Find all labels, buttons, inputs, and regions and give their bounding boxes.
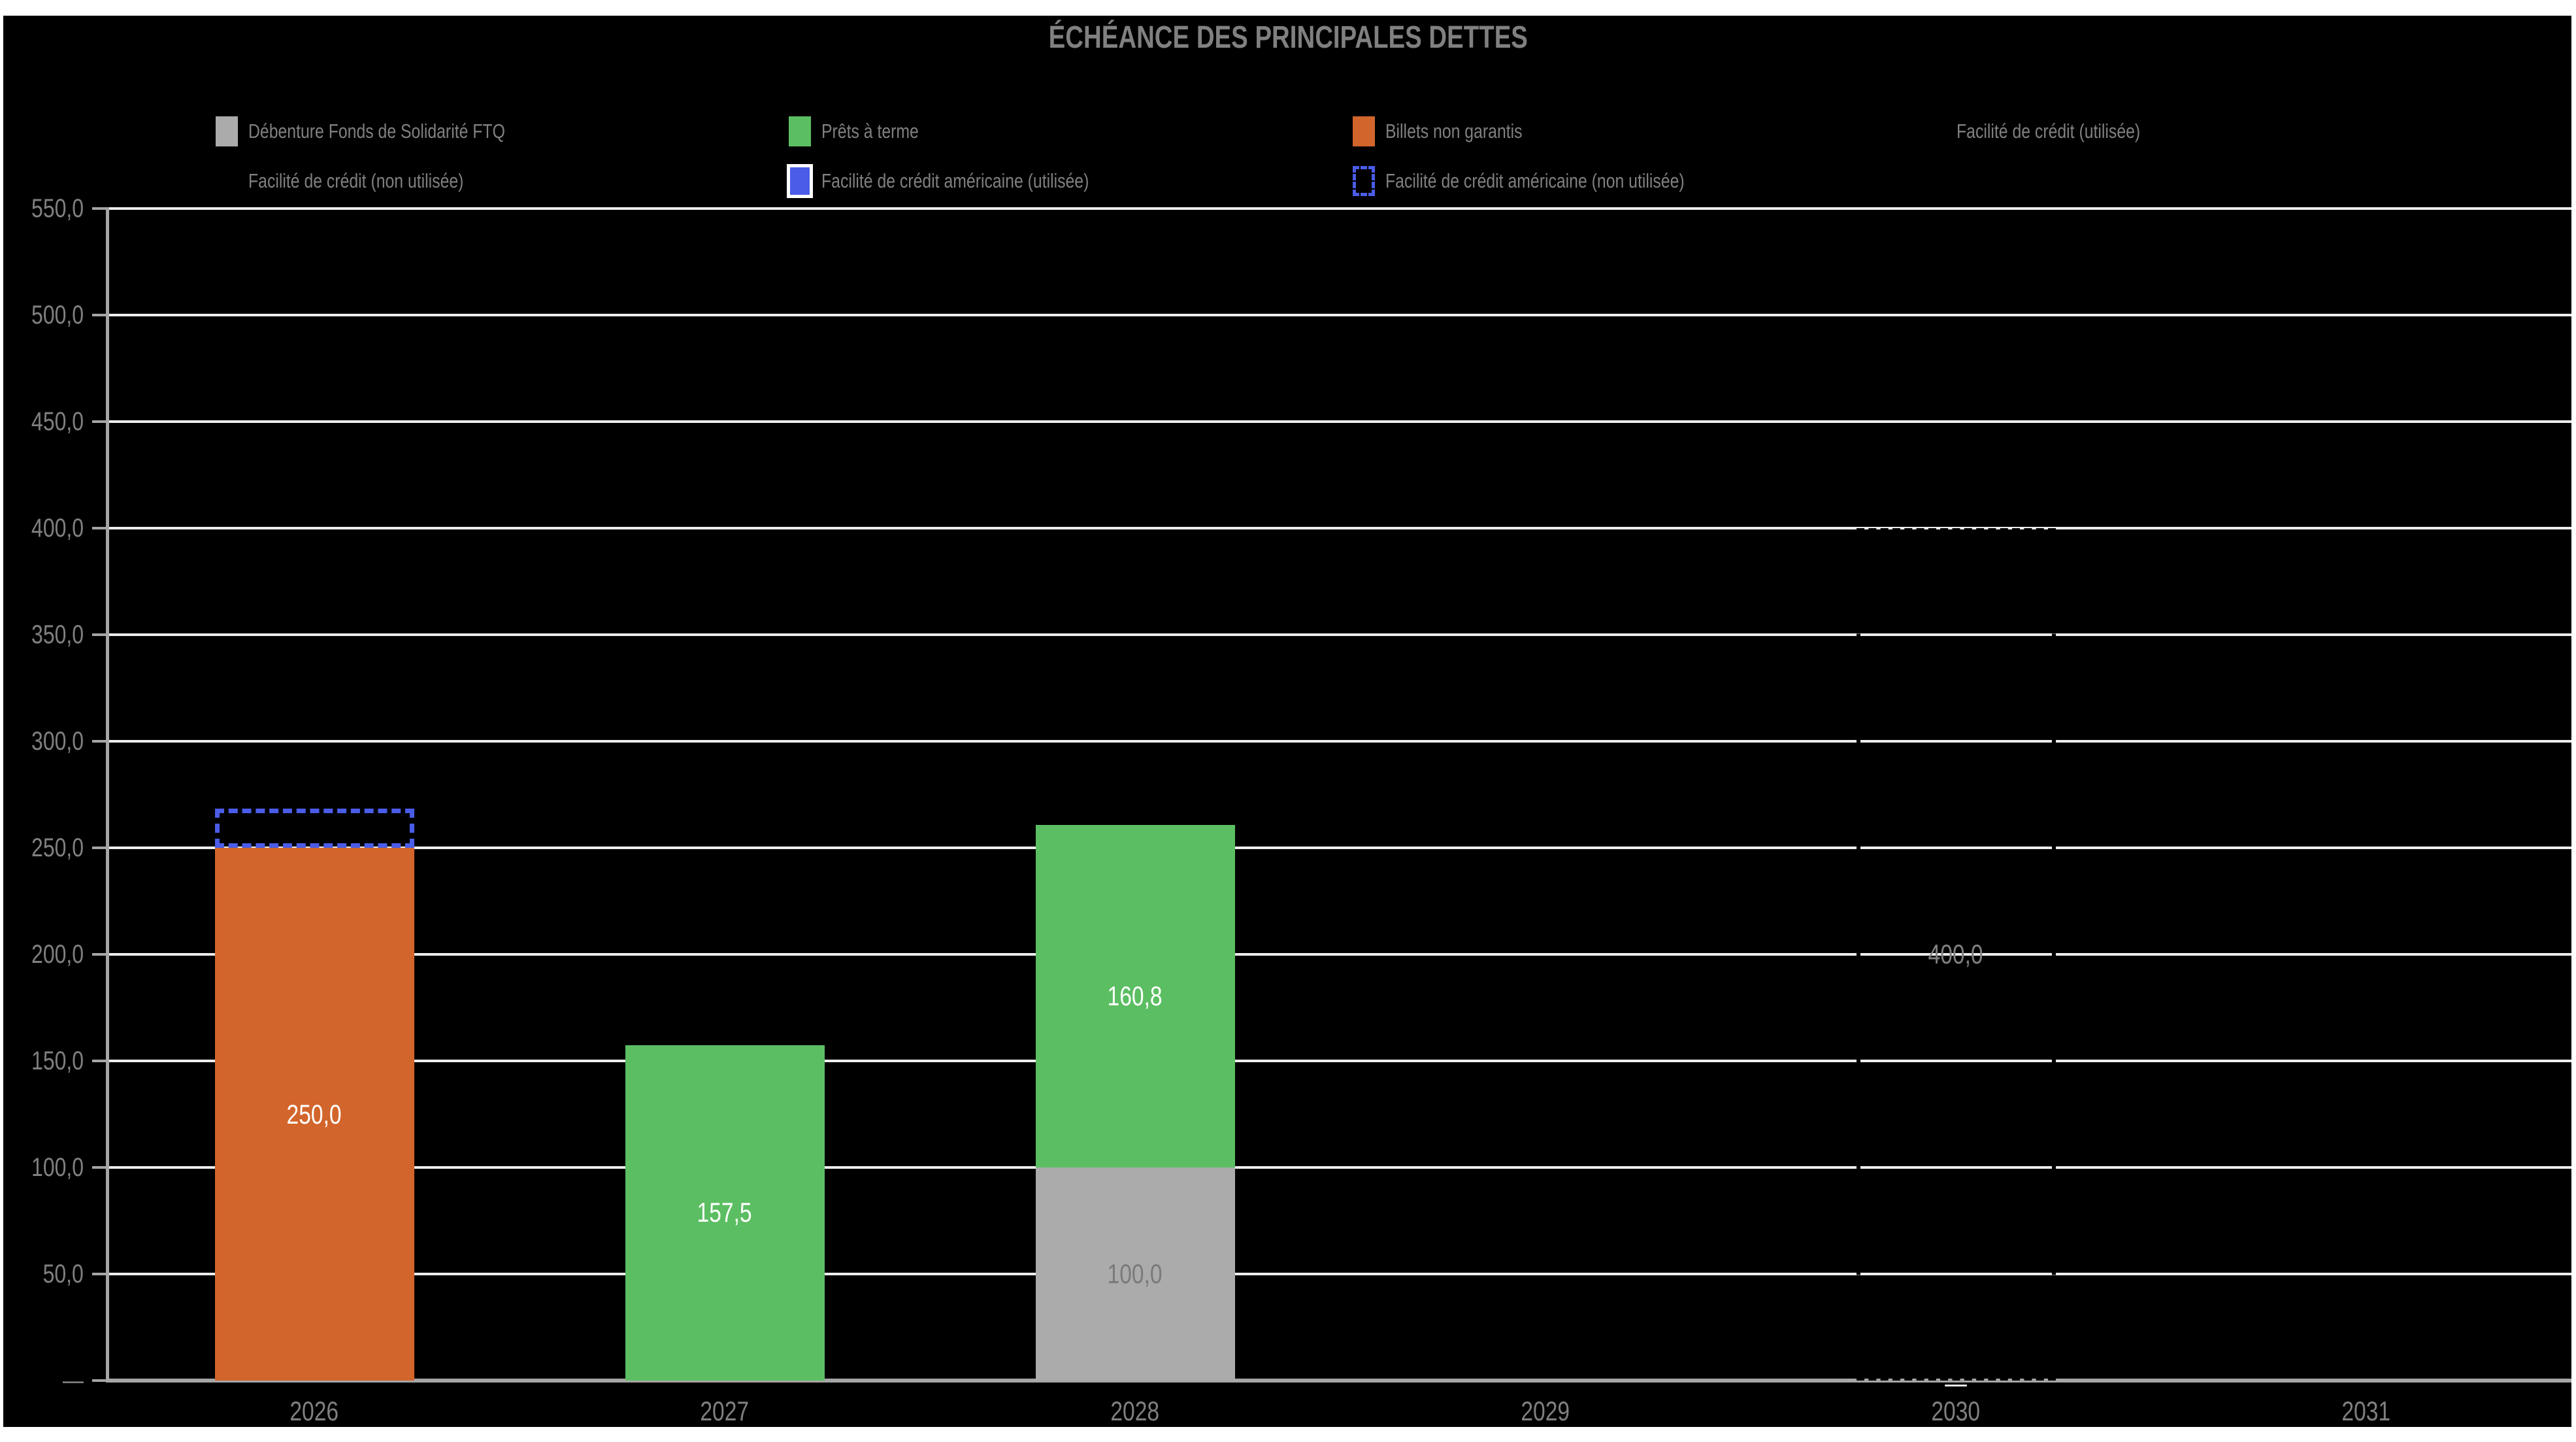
bar-segment-2028-prêts-à-terme <box>1035 824 1235 1167</box>
legend-swatch-icon <box>216 166 238 196</box>
y-axis-tickmark <box>92 1166 109 1169</box>
chart-title: ÉCHÉANCE DES PRINCIPALES DETTES <box>0 20 2576 56</box>
y-axis-tickmark <box>92 207 109 210</box>
x-axis-tick-label-text: 2031 <box>2341 1396 2391 1426</box>
y-axis-tickmark <box>92 633 109 636</box>
gridline-150 <box>109 1060 2571 1062</box>
y-axis-tickmark <box>92 527 109 529</box>
legend-swatch-icon <box>216 116 238 146</box>
y-axis-tickmark <box>92 953 109 956</box>
y-axis-tickmark <box>92 420 109 423</box>
y-axis-tick-label-text: 50,0 <box>42 1260 84 1288</box>
y-axis-tick-label-text: 200,0 <box>31 940 84 969</box>
y-axis-tickmark <box>92 1060 109 1062</box>
x-axis-tick-label-2029: 2029 <box>1467 1395 1624 1428</box>
legend-label: Débenture Fonds de Solidarité FTQ <box>248 116 569 146</box>
y-axis-tick-label: 50,0 <box>0 1258 84 1290</box>
x-axis-tick-label-text: 2029 <box>1521 1396 1570 1426</box>
legend-swatch-icon <box>1353 166 1375 196</box>
legend-label-text: Facilité de crédit (utilisée) <box>1957 120 2141 143</box>
x-axis-tick-label-text: 2026 <box>289 1396 339 1426</box>
legend-swatch-icon <box>1353 116 1375 146</box>
y-axis-tick-label: 250,0 <box>0 832 84 864</box>
gridline-550 <box>109 207 2571 210</box>
y-axis-tick-label: 150,0 <box>0 1045 84 1077</box>
legend-label-text: Facilité de crédit américaine (non utili… <box>1385 169 1685 192</box>
legend-label: Facilité de crédit (non utilisée) <box>248 166 518 196</box>
y-axis-tick-label-text: 300,0 <box>31 727 84 756</box>
x-axis-tick-label-2030: 2030 <box>1877 1395 2034 1428</box>
bar-segment-2026-facilité-de-crédit-américaine-non-utilisée- <box>214 809 414 848</box>
y-axis <box>106 209 109 1383</box>
y-axis-tick-label: — <box>0 1365 84 1396</box>
legend-label: Facilité de crédit américaine (non utili… <box>1385 166 1759 196</box>
chart-background <box>3 16 2571 1427</box>
legend-label: Facilité de crédit américaine (utilisée) <box>821 166 1156 196</box>
x-axis-tick-label-text: 2030 <box>1931 1396 1981 1426</box>
x-axis <box>106 1379 2571 1383</box>
legend-label: Facilité de crédit (utilisée) <box>1957 116 2186 146</box>
y-axis-tickmark <box>92 314 109 316</box>
legend-swatch-icon <box>1924 116 1946 146</box>
gridline-450 <box>109 420 2571 423</box>
y-axis-tick-label: 350,0 <box>0 619 84 650</box>
bar-segment-2028-débenture-fonds-de-solidarité-ftq <box>1035 1167 1235 1381</box>
y-axis-tick-label: 500,0 <box>0 299 84 331</box>
x-axis-tick-label-2031: 2031 <box>2288 1395 2445 1428</box>
gridline-350 <box>109 633 2571 636</box>
y-axis-tick-label: 400,0 <box>0 512 84 544</box>
bar-segment-2030-facilité-de-crédit-non-utilisée- <box>1856 528 2056 1381</box>
gridline-250 <box>109 847 2571 849</box>
y-axis-tickmark <box>92 847 109 849</box>
y-axis-tick-label: 200,0 <box>0 939 84 970</box>
gridline-100 <box>109 1166 2571 1169</box>
legend-label-text: Billets non garantis <box>1385 120 1523 143</box>
legend-label: Prêts à terme <box>821 116 943 146</box>
y-axis-tick-label-text: 500,0 <box>31 301 84 329</box>
y-axis-tick-label-text: 450,0 <box>31 407 84 436</box>
gridline-400 <box>109 527 2571 529</box>
x-axis-tick-label-text: 2028 <box>1110 1396 1160 1426</box>
y-axis-tickmark <box>92 1273 109 1275</box>
y-axis-tick-label: 300,0 <box>0 726 84 757</box>
legend-swatch-icon <box>789 116 811 146</box>
y-axis-tickmark <box>92 740 109 743</box>
x-axis-tick-label-text: 2027 <box>700 1396 750 1426</box>
y-axis-tick-label-text: — <box>63 1366 84 1395</box>
x-axis-tick-label-2027: 2027 <box>646 1395 803 1428</box>
gridline-50 <box>109 1273 2571 1275</box>
gridline-500 <box>109 314 2571 316</box>
legend-label-text: Débenture Fonds de Solidarité FTQ <box>248 120 505 143</box>
y-axis-tickmark <box>92 1379 109 1382</box>
y-axis-tick-label-text: 250,0 <box>31 833 84 862</box>
legend-swatch-icon <box>787 164 813 198</box>
y-axis-tick-label: 450,0 <box>0 406 84 437</box>
legend-label: Billets non garantis <box>1385 116 1557 146</box>
bar-segment-2026-billets-non-garantis <box>214 848 414 1381</box>
y-axis-tick-label-text: 100,0 <box>31 1153 84 1182</box>
y-axis-tick-label-text: 150,0 <box>31 1047 84 1075</box>
y-axis-tick-label-text: 400,0 <box>31 514 84 543</box>
gridline-200 <box>109 953 2571 956</box>
chart-title-text: ÉCHÉANCE DES PRINCIPALES DETTES <box>1048 20 1528 55</box>
y-axis-tick-label: 100,0 <box>0 1152 84 1183</box>
y-axis-tick-label-text: 350,0 <box>31 620 84 649</box>
y-axis-tick-label-text: 550,0 <box>31 194 84 223</box>
legend-label-text: Prêts à terme <box>821 120 919 143</box>
x-axis-tick-label-2028: 2028 <box>1057 1395 1214 1428</box>
y-axis-tick-label: 550,0 <box>0 193 84 224</box>
bar-segment-2027-prêts-à-terme <box>625 1045 825 1381</box>
legend-label-text: Facilité de crédit (non utilisée) <box>248 169 464 192</box>
legend-label-text: Facilité de crédit américaine (utilisée) <box>821 169 1089 192</box>
gridline-300 <box>109 740 2571 743</box>
x-axis-tick-label-2026: 2026 <box>236 1395 393 1428</box>
